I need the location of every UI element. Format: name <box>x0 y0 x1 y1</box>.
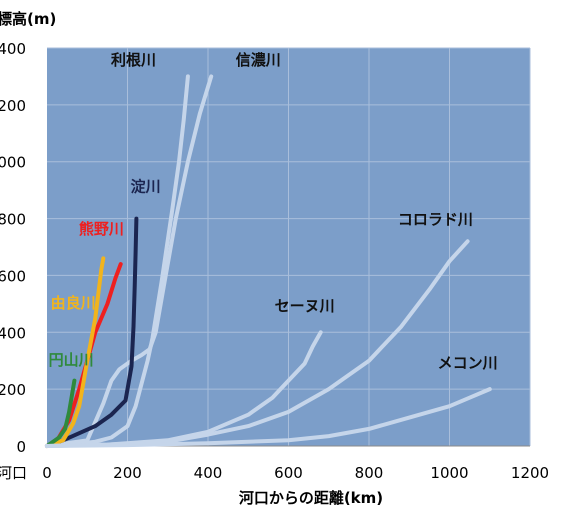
series-lines <box>45 74 492 448</box>
y-tick-label: 1200 <box>0 97 26 115</box>
origin-label: 河口 <box>0 464 27 482</box>
series-label: コロラド川 <box>398 210 473 228</box>
y-tick-labels: 0 200 400 600 800 1000 1200 1400 <box>0 40 26 456</box>
y-tick-label: 0 <box>16 438 26 456</box>
x-tick-label: 400 <box>194 464 223 482</box>
x-tick-label: 0 <box>42 464 52 482</box>
x-tick-label: 1000 <box>430 464 468 482</box>
x-tick-labels: 0 200 400 600 800 1000 1200 <box>42 464 549 482</box>
series-label: 熊野川 <box>79 220 124 238</box>
series-label: 利根川 <box>111 51 156 69</box>
series-label: 淀川 <box>131 178 161 196</box>
y-tick-label: 200 <box>0 381 26 399</box>
y-axis-title: 標高(m) <box>0 10 56 28</box>
series-line <box>45 387 492 448</box>
series-line <box>45 256 106 448</box>
x-tick-label: 600 <box>274 464 303 482</box>
y-tick-label: 600 <box>0 267 26 285</box>
series-label: 信濃川 <box>236 51 281 69</box>
y-tick-label: 1000 <box>0 154 26 172</box>
y-tick-label: 1400 <box>0 40 26 58</box>
x-tick-label: 800 <box>355 464 384 482</box>
series-line <box>45 74 214 448</box>
series-label: メコン川 <box>438 354 498 372</box>
series-label: セーヌ川 <box>275 297 335 315</box>
gridlines <box>47 47 531 447</box>
y-tick-label: 400 <box>0 324 26 342</box>
series-label: 円山川 <box>49 351 94 369</box>
x-tick-label: 200 <box>113 464 142 482</box>
x-axis-title: 河口からの距離(km) <box>239 489 383 507</box>
series-label: 由良川 <box>51 294 96 312</box>
series-line <box>45 330 323 448</box>
y-tick-label: 800 <box>0 211 26 229</box>
series-line <box>45 74 190 448</box>
series-line <box>45 378 77 448</box>
series-line <box>45 216 139 448</box>
x-tick-label: 1200 <box>511 464 549 482</box>
